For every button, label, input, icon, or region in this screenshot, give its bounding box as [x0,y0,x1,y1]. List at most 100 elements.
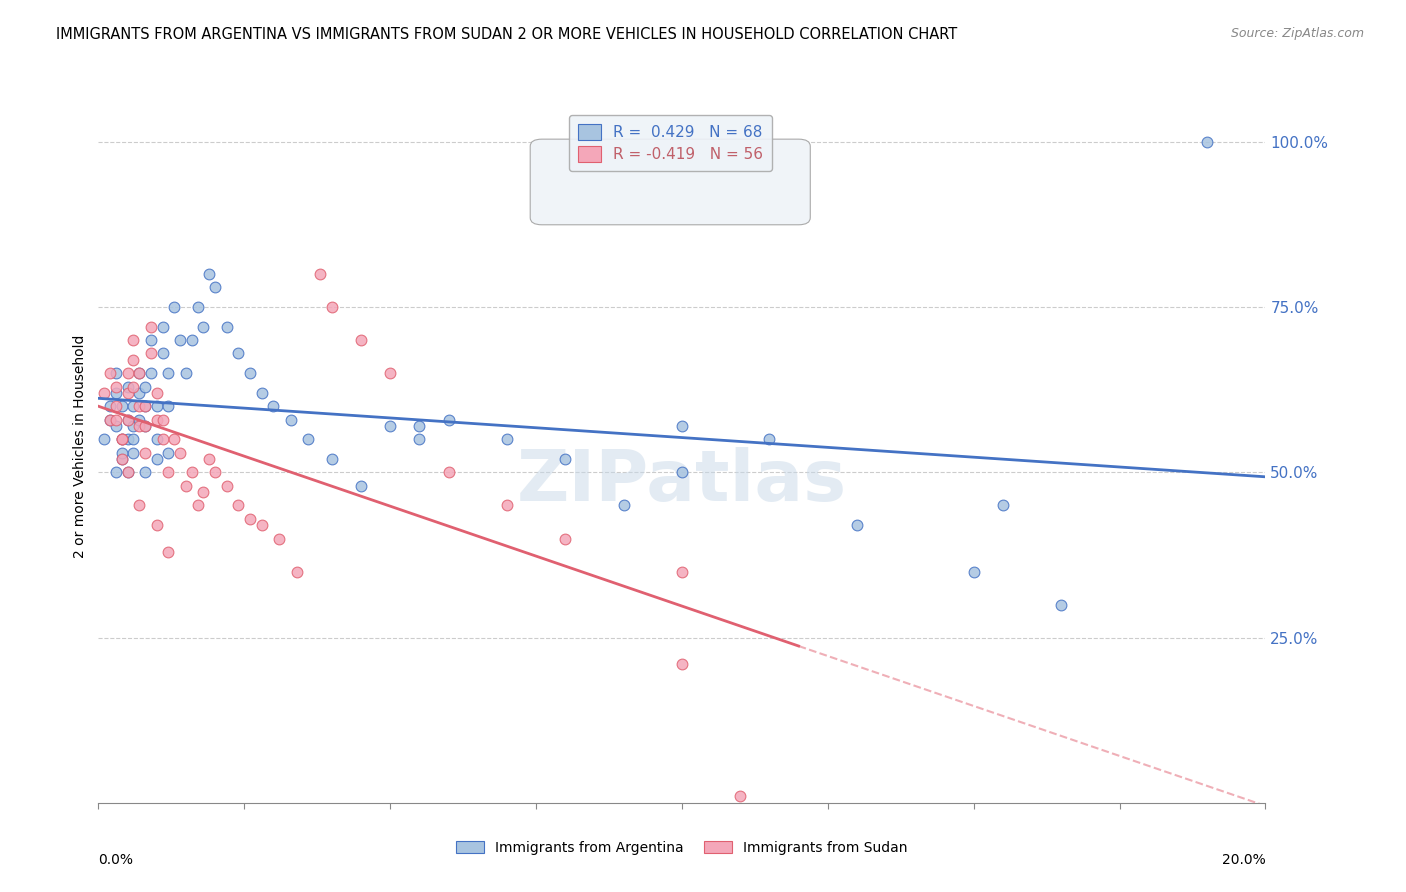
Point [250,386,273,401]
Point [104,367,127,381]
Point [758,433,780,447]
Point [128,419,150,434]
Point [198,452,221,467]
Point [496,499,519,513]
Point [122,433,145,447]
Point [146,412,169,426]
Point [198,267,221,281]
Point [104,379,127,393]
Point [180,466,202,480]
Point [128,499,150,513]
Point [157,400,180,414]
FancyBboxPatch shape [530,139,810,225]
Point [128,367,150,381]
Point [408,433,430,447]
Point [117,412,139,426]
Point [187,300,209,314]
Point [321,300,343,314]
Point [157,367,180,381]
Point [1195,135,1218,149]
Point [134,379,156,393]
Point [204,280,226,294]
Point [98,412,121,426]
Point [321,452,343,467]
Point [93,386,115,401]
Point [163,433,186,447]
Text: IMMIGRANTS FROM ARGENTINA VS IMMIGRANTS FROM SUDAN 2 OR MORE VEHICLES IN HOUSEHO: IMMIGRANTS FROM ARGENTINA VS IMMIGRANTS … [56,27,957,42]
Point [437,466,460,480]
Point [111,452,134,467]
Point [122,400,145,414]
Point [117,379,139,393]
Point [671,565,693,579]
Point [117,466,139,480]
Point [297,433,319,447]
Point [228,346,250,360]
Point [846,518,869,533]
Point [104,466,127,480]
Point [122,419,145,434]
Text: ZIPatlas: ZIPatlas [517,447,846,516]
Y-axis label: 2 or more Vehicles in Household: 2 or more Vehicles in Household [73,334,87,558]
Point [104,400,127,414]
Point [111,400,134,414]
Point [104,412,127,426]
Point [1050,598,1073,612]
Point [146,386,169,401]
Point [134,400,156,414]
Point [380,367,402,381]
Point [146,433,169,447]
Point [93,433,115,447]
Point [262,400,284,414]
Point [117,367,139,381]
Point [174,367,197,381]
Point [122,333,145,347]
Point [117,412,139,426]
Point [117,433,139,447]
Point [350,333,373,347]
Point [157,466,180,480]
Point [554,452,576,467]
Point [193,320,215,334]
Point [134,445,156,459]
Point [157,545,180,559]
Point [991,499,1014,513]
Point [612,499,634,513]
Point [104,386,127,401]
Point [280,412,302,426]
Point [285,565,308,579]
Point [128,386,150,401]
Point [139,320,162,334]
Point [152,320,174,334]
Point [239,367,262,381]
Point [204,466,226,480]
Text: 20.0%: 20.0% [1222,853,1265,867]
Point [380,419,402,434]
Point [128,400,150,414]
Point [157,445,180,459]
Point [117,386,139,401]
Point [122,353,145,368]
Point [228,499,250,513]
Point [128,367,150,381]
Point [134,419,156,434]
Point [180,333,202,347]
Point [152,412,174,426]
Point [215,478,238,492]
Point [111,452,134,467]
Point [730,789,752,804]
Point [408,419,430,434]
Point [139,367,162,381]
Point [111,445,134,459]
Point [128,412,150,426]
Point [269,532,291,546]
Point [187,499,209,513]
Point [239,511,262,525]
Point [111,433,134,447]
Point [174,478,197,492]
Point [134,466,156,480]
Point [146,452,169,467]
Point [962,565,984,579]
Text: 0.0%: 0.0% [98,853,134,867]
Point [163,300,186,314]
